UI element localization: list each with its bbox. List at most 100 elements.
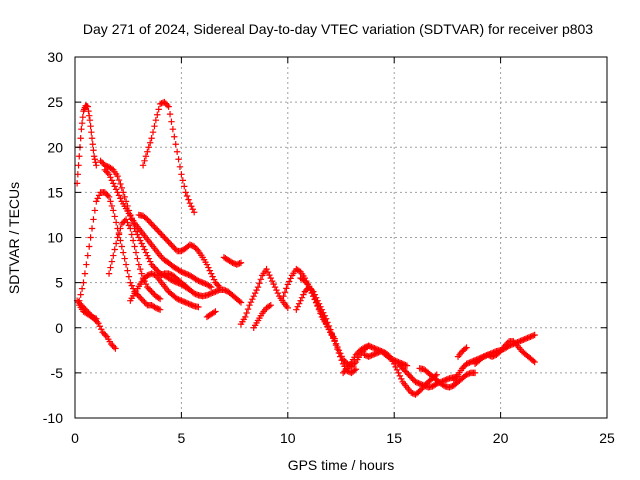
data-point [173, 148, 181, 155]
data-point [91, 207, 99, 214]
data-point [342, 366, 350, 374]
data-point [111, 246, 118, 253]
data-point [142, 280, 150, 288]
data-point [520, 336, 527, 343]
data-point [400, 366, 408, 374]
data-point [305, 283, 313, 290]
data-point [81, 270, 89, 277]
data-point [270, 280, 277, 288]
data-point [109, 342, 116, 349]
data-point [213, 287, 221, 295]
data-point [301, 288, 309, 295]
data-point [249, 295, 256, 303]
data-point [148, 288, 155, 295]
data-point [366, 352, 374, 360]
data-point [118, 243, 126, 250]
data-point [175, 156, 182, 163]
data-point [179, 269, 187, 276]
data-point [528, 332, 536, 340]
data-point [415, 379, 422, 387]
x-tick-label: 20 [493, 430, 509, 446]
data-point [361, 344, 368, 351]
data-point [110, 180, 117, 187]
data-point [362, 343, 370, 351]
data-point [362, 352, 370, 359]
data-point [152, 304, 160, 312]
data-point [138, 270, 145, 277]
data-point [446, 384, 453, 391]
data-point [182, 270, 189, 277]
data-point [243, 309, 250, 317]
data-point [93, 162, 100, 169]
data-point [115, 229, 123, 237]
data-point [392, 357, 399, 365]
data-point [490, 352, 497, 360]
data-point [118, 220, 126, 228]
data-point [115, 192, 123, 199]
data-point [182, 189, 189, 196]
data-point [433, 371, 440, 378]
data-point [408, 374, 415, 381]
data-point [385, 352, 392, 359]
data-point [284, 281, 291, 288]
data-point [166, 110, 174, 118]
data-point [315, 306, 323, 313]
data-point [107, 198, 114, 205]
data-point [253, 286, 260, 294]
data-point [108, 202, 116, 210]
chart-title: Day 271 of 2024, Sidereal Day-to-day VTE… [83, 21, 593, 37]
data-point [97, 157, 104, 164]
data-point [139, 276, 147, 284]
data-point [369, 351, 377, 359]
data-point [185, 300, 192, 307]
data-point [154, 267, 161, 274]
series-arc21 [416, 365, 479, 391]
data-point [185, 271, 192, 279]
data-point [168, 241, 175, 249]
data-point [125, 222, 133, 229]
data-point [396, 362, 404, 369]
data-point [102, 332, 109, 339]
data-point [525, 334, 533, 341]
data-point [146, 258, 154, 265]
data-point [298, 294, 306, 301]
data-point [108, 177, 116, 184]
data-point [371, 351, 378, 358]
data-point [145, 271, 152, 279]
data-point [148, 270, 155, 277]
data-point [122, 261, 130, 268]
data-point [135, 234, 143, 241]
data-point [206, 283, 213, 290]
data-point [236, 298, 243, 305]
data-point [229, 259, 236, 266]
data-point [393, 366, 401, 374]
data-point [176, 296, 184, 304]
data-point [122, 216, 130, 223]
data-point [104, 169, 111, 177]
data-point [195, 277, 202, 285]
data-point [108, 258, 116, 265]
data-point [149, 262, 157, 270]
data-point [308, 289, 316, 297]
data-point [95, 320, 102, 327]
data-point [127, 279, 134, 286]
data-point [112, 240, 120, 247]
data-point [274, 289, 282, 297]
data-point [329, 335, 337, 342]
data-point [101, 189, 108, 196]
data-point [127, 225, 134, 232]
data-point [77, 291, 84, 298]
data-point [107, 264, 114, 271]
data-point [173, 295, 181, 303]
data-point [312, 299, 320, 306]
data-point [159, 232, 167, 240]
data-point [339, 369, 347, 377]
data-point [179, 298, 187, 305]
data-point [193, 246, 201, 253]
data-point [230, 260, 238, 267]
data-point [137, 294, 144, 301]
data-point [171, 133, 178, 140]
data-point [347, 369, 354, 376]
x-tick-label: 25 [599, 430, 615, 446]
data-point [124, 219, 131, 226]
